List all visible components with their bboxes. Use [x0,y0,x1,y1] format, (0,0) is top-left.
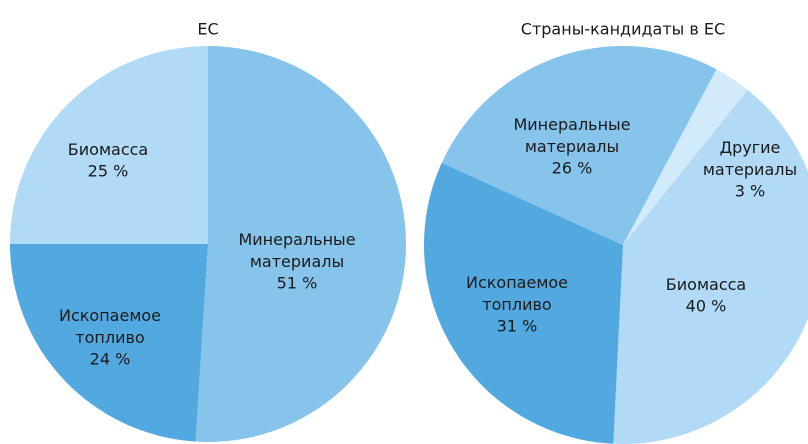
slice-label: Биомасса [666,275,746,294]
pie-slice [623,69,748,245]
slice-label: Ископаемое топливо [466,273,568,314]
slice-label-line: топливо [75,328,144,347]
slice-label-line: топливо [482,295,551,314]
slice-label-line: Биомасса [68,140,148,159]
value-label: 25 % [88,162,129,181]
slice-label-line: Минеральные [513,115,630,134]
slice-label-line: Другие [720,138,781,157]
slice-label-line: Биомасса [666,275,746,294]
value-label: 24 % [90,350,131,369]
value-label: 3 % [735,182,765,201]
slice-label: Биомасса [68,140,148,159]
value-label: 40 % [686,297,727,316]
pie-slice [441,45,717,246]
value-label: 51 % [277,274,318,293]
value-label: 31 % [497,317,538,336]
chart-title: Страны-кандидаты в ЕС [521,20,725,39]
slice-label: Другие материалы [703,138,797,179]
slice-label-line: Ископаемое [59,306,161,325]
slice-label-line: материалы [703,160,797,179]
chart-title: ЕС [197,20,218,39]
pie-slice [195,46,406,442]
pie-slice [613,89,808,444]
pie-slice [10,46,208,244]
value-label: 26 % [552,159,593,178]
pie-slice [423,162,623,444]
slice-label: Минеральные материалы [513,115,630,156]
slice-label: Минеральные материалы [238,230,355,271]
slice-label-line: Ископаемое [466,273,568,292]
slice-label-line: Минеральные [238,230,355,249]
slice-label-line: материалы [525,137,619,156]
pie-slice [10,244,208,442]
slice-label: Ископаемое топливо [59,306,161,347]
slice-label-line: материалы [250,252,344,271]
